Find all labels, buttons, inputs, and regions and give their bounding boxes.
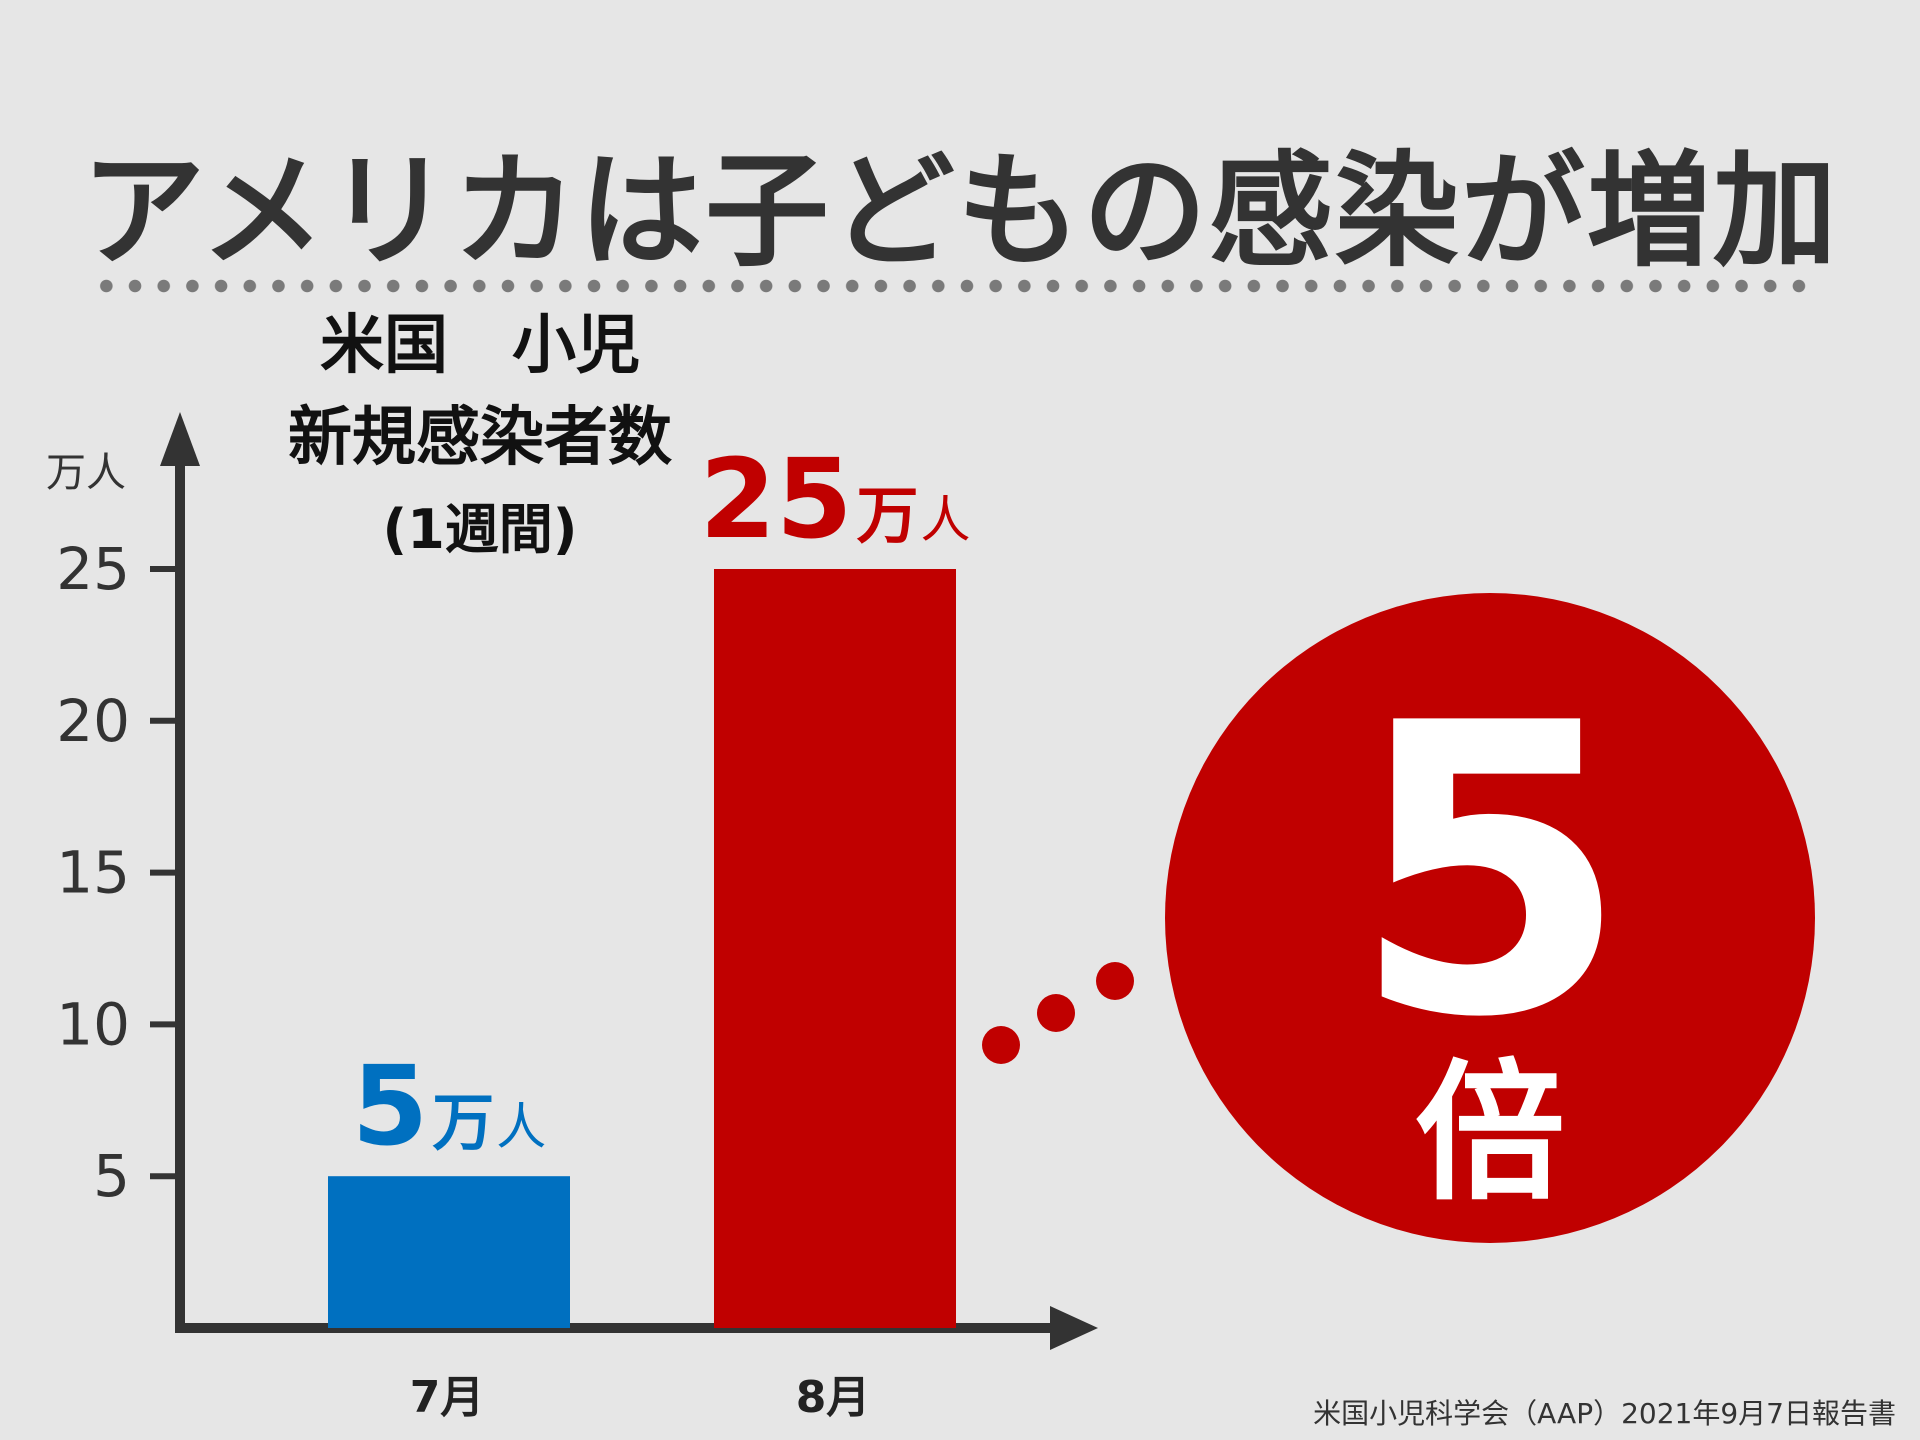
x-category-label: 8月 xyxy=(796,1372,871,1423)
dotted-divider xyxy=(92,278,1812,294)
connector-dot xyxy=(982,1026,1020,1064)
source-note: 米国小児科学会（AAP）2021年9月7日報告書 xyxy=(1313,1397,1896,1430)
x-category-label: 7月 xyxy=(410,1372,485,1423)
y-axis-unit: 万人 xyxy=(46,450,126,496)
page-title: アメリカは子どもの感染が増加 xyxy=(81,140,1839,284)
bar-2 xyxy=(714,569,956,1328)
connector-dot xyxy=(1037,994,1075,1032)
chart-title-line1: 米国 小児 xyxy=(320,309,640,383)
ratio-badge-number: 5 xyxy=(1351,640,1629,1105)
bar-data-label: 25万人 xyxy=(699,435,970,563)
y-tick-label: 10 xyxy=(56,990,130,1058)
y-tick-label: 25 xyxy=(56,535,130,603)
connector-dot xyxy=(1096,962,1134,1000)
chart-title-line2: 新規感染者数 xyxy=(288,401,672,475)
x-axis-arrow xyxy=(1050,1306,1098,1350)
y-tick-label: 15 xyxy=(56,839,130,907)
y-tick-label: 20 xyxy=(56,687,130,755)
y-axis-arrow xyxy=(160,412,200,466)
chart-title: 米国 小児 新規感染者数 (1週間) xyxy=(230,300,730,576)
bar-data-label: 5万人 xyxy=(352,1042,547,1170)
y-tick-label: 5 xyxy=(93,1142,130,1210)
bar-1 xyxy=(328,1176,570,1328)
ratio-badge-unit: 倍 xyxy=(1415,1047,1565,1221)
ratio-badge-circle xyxy=(1165,593,1815,1243)
chart-title-line3: (1週間) xyxy=(382,498,578,561)
